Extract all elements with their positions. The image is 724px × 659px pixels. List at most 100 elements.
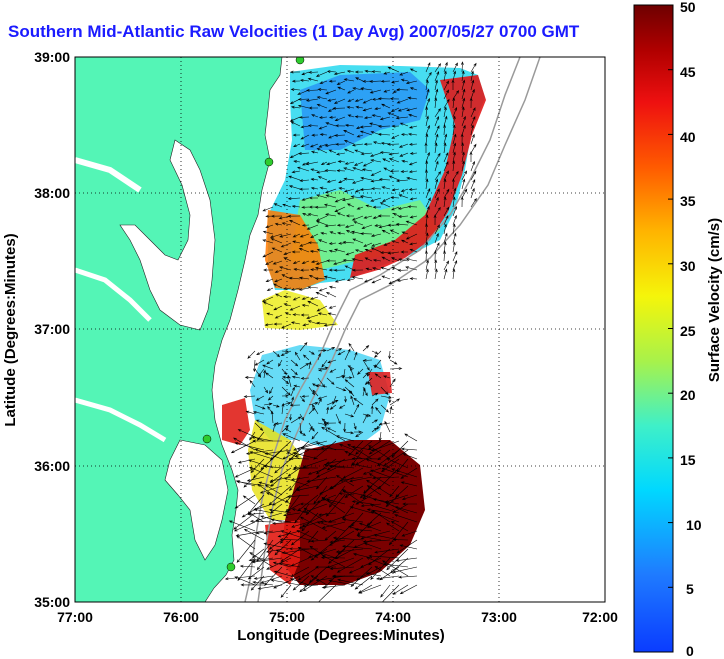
velocity-arrow — [460, 133, 464, 145]
velocity-arrow — [452, 205, 457, 217]
velocity-arrow — [262, 296, 274, 302]
velocity-arrow — [335, 124, 346, 128]
velocity-arrow — [333, 98, 346, 104]
velocity-arrow — [297, 566, 319, 581]
velocity-arrow — [364, 257, 373, 262]
velocity-arrow — [461, 142, 464, 154]
velocity-arrow — [381, 584, 400, 602]
velocity-arrow — [315, 71, 328, 77]
velocity-arrow — [325, 122, 337, 127]
colorbar-tick-label: 0 — [686, 643, 694, 659]
velocity-arrow — [273, 283, 283, 289]
velocity-arrow — [385, 494, 400, 507]
velocity-arrow — [374, 565, 391, 577]
velocity-arrow — [336, 80, 346, 85]
velocity-arrow — [284, 503, 301, 513]
velocity-arrow — [334, 206, 346, 213]
velocity-arrow — [307, 467, 328, 475]
velocity-arrow — [316, 248, 328, 253]
velocity-arrow — [405, 258, 418, 262]
velocity-arrow — [329, 368, 337, 373]
velocity-arrow — [237, 429, 265, 442]
velocity-arrow — [344, 376, 353, 380]
velocity-arrow — [236, 539, 256, 563]
velocity-arrow — [368, 554, 400, 559]
velocity-arrow — [344, 413, 355, 418]
velocity-arrow — [370, 440, 400, 452]
velocity-arrow — [321, 555, 346, 568]
velocity-arrow — [253, 508, 274, 514]
velocity-arrow — [352, 238, 364, 244]
velocity-arrow — [327, 512, 355, 523]
velocity-arrow — [294, 351, 301, 361]
colorbar — [633, 4, 674, 653]
velocity-arrow — [394, 506, 418, 514]
velocity-arrow — [308, 106, 318, 110]
velocity-arrow — [237, 458, 256, 464]
velocity-arrow — [398, 258, 409, 262]
velocity-arrow — [289, 70, 301, 74]
velocity-arrow — [344, 485, 364, 498]
velocity-arrow — [461, 178, 466, 190]
velocity-arrow — [370, 405, 374, 415]
velocity-arrow — [409, 242, 418, 246]
velocity-arrow — [264, 323, 274, 327]
velocity-arrow — [395, 116, 409, 120]
velocity-arrow — [284, 312, 292, 316]
velocity-arrow — [383, 375, 391, 379]
velocity-arrow — [266, 359, 274, 365]
velocity-arrow — [348, 440, 364, 457]
velocity-arrow — [380, 266, 391, 271]
velocity-arrow — [342, 240, 355, 244]
velocity-arrow — [255, 419, 265, 424]
velocity-arrow — [245, 449, 274, 455]
velocity-arrow — [378, 178, 391, 181]
velocity-arrow — [290, 386, 295, 397]
velocity-arrow — [262, 251, 274, 258]
velocity-arrow — [326, 347, 336, 352]
velocity-arrow — [388, 521, 409, 546]
velocity-arrow — [359, 125, 373, 129]
velocity-arrow — [452, 187, 457, 199]
velocity-arrow — [289, 116, 301, 122]
velocity-arrow — [273, 570, 292, 577]
velocity-arrow — [383, 242, 391, 246]
velocity-arrow — [362, 107, 373, 112]
velocity-arrow — [262, 364, 274, 370]
velocity-arrow — [452, 251, 458, 262]
velocity-arrow — [234, 576, 256, 586]
velocity-arrow — [470, 187, 475, 199]
velocity-arrow — [338, 241, 346, 245]
velocity-arrow — [361, 168, 373, 172]
velocity-arrow — [308, 350, 315, 355]
velocity-arrow — [362, 358, 373, 362]
velocity-arrow — [327, 98, 337, 102]
velocity-arrow — [425, 178, 429, 190]
velocity-arrow — [360, 176, 373, 181]
colorbar-tick-label: 45 — [680, 64, 696, 80]
velocity-patch-mid-yellow — [262, 290, 338, 330]
velocity-arrow — [443, 206, 450, 217]
velocity-arrow — [452, 97, 456, 109]
velocity-arrow — [381, 467, 409, 478]
velocity-arrow — [297, 546, 319, 559]
velocity-arrow — [315, 384, 328, 388]
velocity-arrow — [310, 539, 328, 543]
velocity-arrow — [240, 583, 265, 587]
velocity-arrow — [248, 557, 265, 562]
velocity-arrow — [320, 446, 346, 451]
velocity-arrow — [388, 395, 392, 404]
velocity-arrow — [309, 250, 319, 253]
velocity-arrow — [302, 354, 310, 361]
velocity-arrow — [336, 169, 346, 173]
velocity-arrow — [316, 521, 346, 532]
velocity-arrow — [323, 275, 337, 280]
velocity-arrow — [337, 350, 346, 356]
velocity-arrow — [343, 167, 355, 172]
velocity-arrow — [248, 466, 274, 478]
velocity-arrow — [320, 231, 328, 235]
velocity-arrow — [290, 287, 301, 291]
velocity-arrow — [342, 467, 364, 479]
velocity-arrow — [273, 305, 283, 311]
velocity-arrow — [297, 494, 319, 512]
